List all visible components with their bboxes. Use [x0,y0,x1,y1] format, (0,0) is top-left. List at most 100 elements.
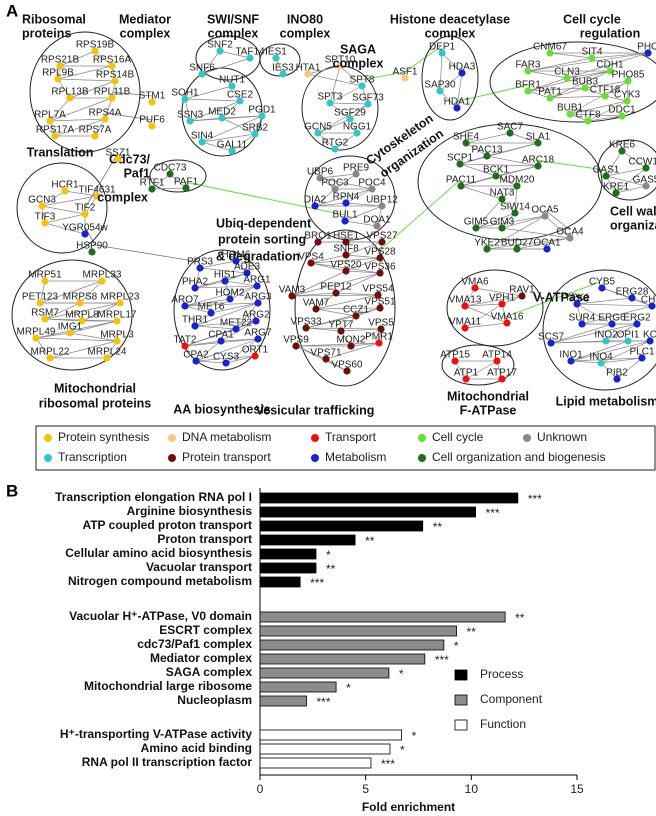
node [498,224,506,232]
cluster-title: Mediator [119,12,171,26]
legend-label: DNA metabolism [182,430,271,444]
node [623,97,631,105]
node [288,292,296,300]
panel-label: B [6,481,18,500]
node [541,212,549,220]
edge [184,98,191,122]
node-label: RPS4A [89,108,122,119]
node [493,357,501,365]
cluster-title: SAGA [340,42,376,56]
node [101,115,109,123]
node-label: PEP12 [320,282,352,293]
cluster-outline [441,344,515,386]
node [314,129,322,137]
edge [345,241,383,256]
node-label: MDM20 [499,175,534,186]
node-label: SUR4 [569,313,596,324]
node [217,337,225,345]
edge [194,325,237,330]
node-label: SCP1 [447,153,474,164]
node-label: GIM3 [490,217,515,228]
edge [621,150,647,169]
y-tick-label: Mediator complex [150,651,252,665]
edge [550,323,638,344]
edge [194,320,257,327]
node-label: INO4 [589,352,613,363]
node [46,117,54,125]
inter-cluster-edges [184,46,606,318]
node [91,47,99,55]
node-label: VPS9 [283,335,309,346]
edge [319,177,373,190]
edge [69,332,118,342]
node-label: ARG7 [244,328,272,339]
node-label: MED2 [208,107,236,118]
cluster-title: complex [208,26,259,40]
y-tick-label: RNA pol II transcription factor [82,755,253,769]
node-label: SIN4 [191,131,214,142]
edge [549,70,611,99]
legend-box [35,425,656,471]
node [243,269,251,277]
node [618,147,626,155]
significance-label: *** [528,492,542,506]
cluster-outline [16,162,108,254]
node [638,354,646,362]
node-label: ATP17 [487,368,517,379]
cluster-title: Translation [27,145,94,159]
node [543,245,551,253]
node [602,337,610,345]
bar [259,639,445,651]
node [598,284,606,292]
node [148,185,156,193]
node [251,352,259,360]
node-label: TIF2 [75,203,96,214]
edge [570,357,643,362]
node-label: GAS5 [633,175,656,186]
cluster-title: F-ATPase [460,403,517,417]
node-label: ERG2 [623,313,651,324]
legend-label: Transcription [58,450,127,464]
node-label: SHE4 [453,132,480,143]
edge [94,50,113,67]
bar [259,534,356,546]
node-label: RPS19B [76,40,115,51]
edge [615,185,647,194]
legend-label: Metabolism [325,450,386,464]
edge [325,358,348,372]
edge [329,102,369,105]
node-label: HDA3 [449,62,476,73]
legend-label: Cell organization and biogenesis [432,450,605,464]
edge [460,185,503,200]
node [191,284,199,292]
node-label: IES1 [265,47,287,58]
node-label: OPI1 [617,330,640,341]
node-label: RTF1 [140,178,165,189]
cluster-title: Lipid metabolism [556,394,656,408]
legend-swatch [168,434,176,442]
node [181,342,189,350]
node [88,248,96,256]
edge [195,360,227,364]
node-label: ARG2 [242,310,270,321]
significance-label: *** [381,757,395,771]
node [316,174,324,182]
edge [201,141,233,152]
edge [570,340,629,362]
y-tick-label: Proton transport [157,532,252,546]
edge [329,65,341,104]
edge [44,222,86,235]
node-label: VPS5 [368,318,394,329]
edge [111,91,153,97]
edge [184,85,233,100]
cluster-title: ribosomal proteins [39,396,152,410]
edge [550,323,613,344]
node [336,62,344,70]
node-label: ASF1 [392,67,417,78]
node [584,117,592,125]
node-label: DIA2 [304,195,327,206]
edge [210,302,259,314]
edge [41,195,98,207]
node-label: PHO85 [612,70,645,81]
node-label: TAT2 [174,335,197,346]
